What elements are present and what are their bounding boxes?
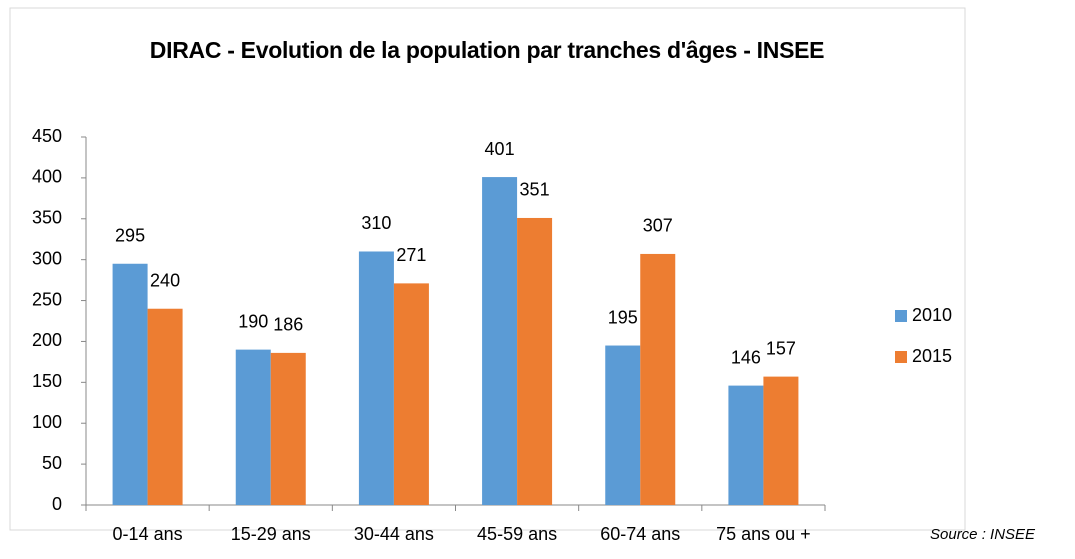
y-tick-label: 0 (52, 494, 62, 514)
legend-swatch (895, 351, 907, 363)
bar (605, 345, 641, 505)
value-label: 351 (520, 180, 550, 200)
bar (517, 217, 553, 505)
y-tick-label: 200 (32, 330, 62, 350)
y-tick-label: 250 (32, 289, 62, 309)
bar (728, 385, 764, 505)
legend-label: 2015 (912, 346, 952, 366)
y-tick-label: 350 (32, 208, 62, 228)
source-note: Source : INSEE (930, 526, 1036, 543)
bar (358, 251, 394, 505)
bar (112, 263, 148, 505)
legend-swatch (895, 310, 907, 322)
x-tick-label: 45-59 ans (477, 524, 557, 544)
value-label: 157 (766, 338, 796, 358)
value-label: 146 (731, 347, 761, 367)
y-tick-label: 50 (42, 453, 62, 473)
bar (270, 352, 306, 505)
x-tick-label: 30-44 ans (354, 524, 434, 544)
bar (235, 349, 271, 505)
bar (763, 376, 799, 505)
bar (393, 283, 429, 505)
value-label: 240 (150, 270, 180, 290)
value-label: 310 (361, 213, 391, 233)
chart-title: DIRAC - Evolution de la population par t… (149, 37, 825, 63)
value-label: 307 (643, 216, 673, 236)
x-tick-label: 75 ans ou + (716, 524, 811, 544)
y-tick-label: 450 (32, 126, 62, 146)
x-tick-label: 15-29 ans (231, 524, 311, 544)
value-label: 186 (273, 315, 303, 335)
value-label: 401 (485, 139, 515, 159)
y-tick-label: 100 (32, 412, 62, 432)
chart-border (9, 7, 966, 531)
bar (147, 308, 183, 505)
value-label: 271 (396, 245, 426, 265)
value-label: 195 (608, 307, 638, 327)
value-label: 190 (238, 311, 268, 331)
bar (482, 177, 518, 505)
y-tick-label: 150 (32, 371, 62, 391)
legend-label: 2010 (912, 305, 952, 325)
x-tick-label: 60-74 ans (600, 524, 680, 544)
value-label: 295 (115, 226, 145, 246)
y-tick-label: 300 (32, 248, 62, 268)
bar (640, 253, 676, 505)
x-tick-label: 0-14 ans (113, 524, 183, 544)
y-tick-label: 400 (32, 167, 62, 187)
